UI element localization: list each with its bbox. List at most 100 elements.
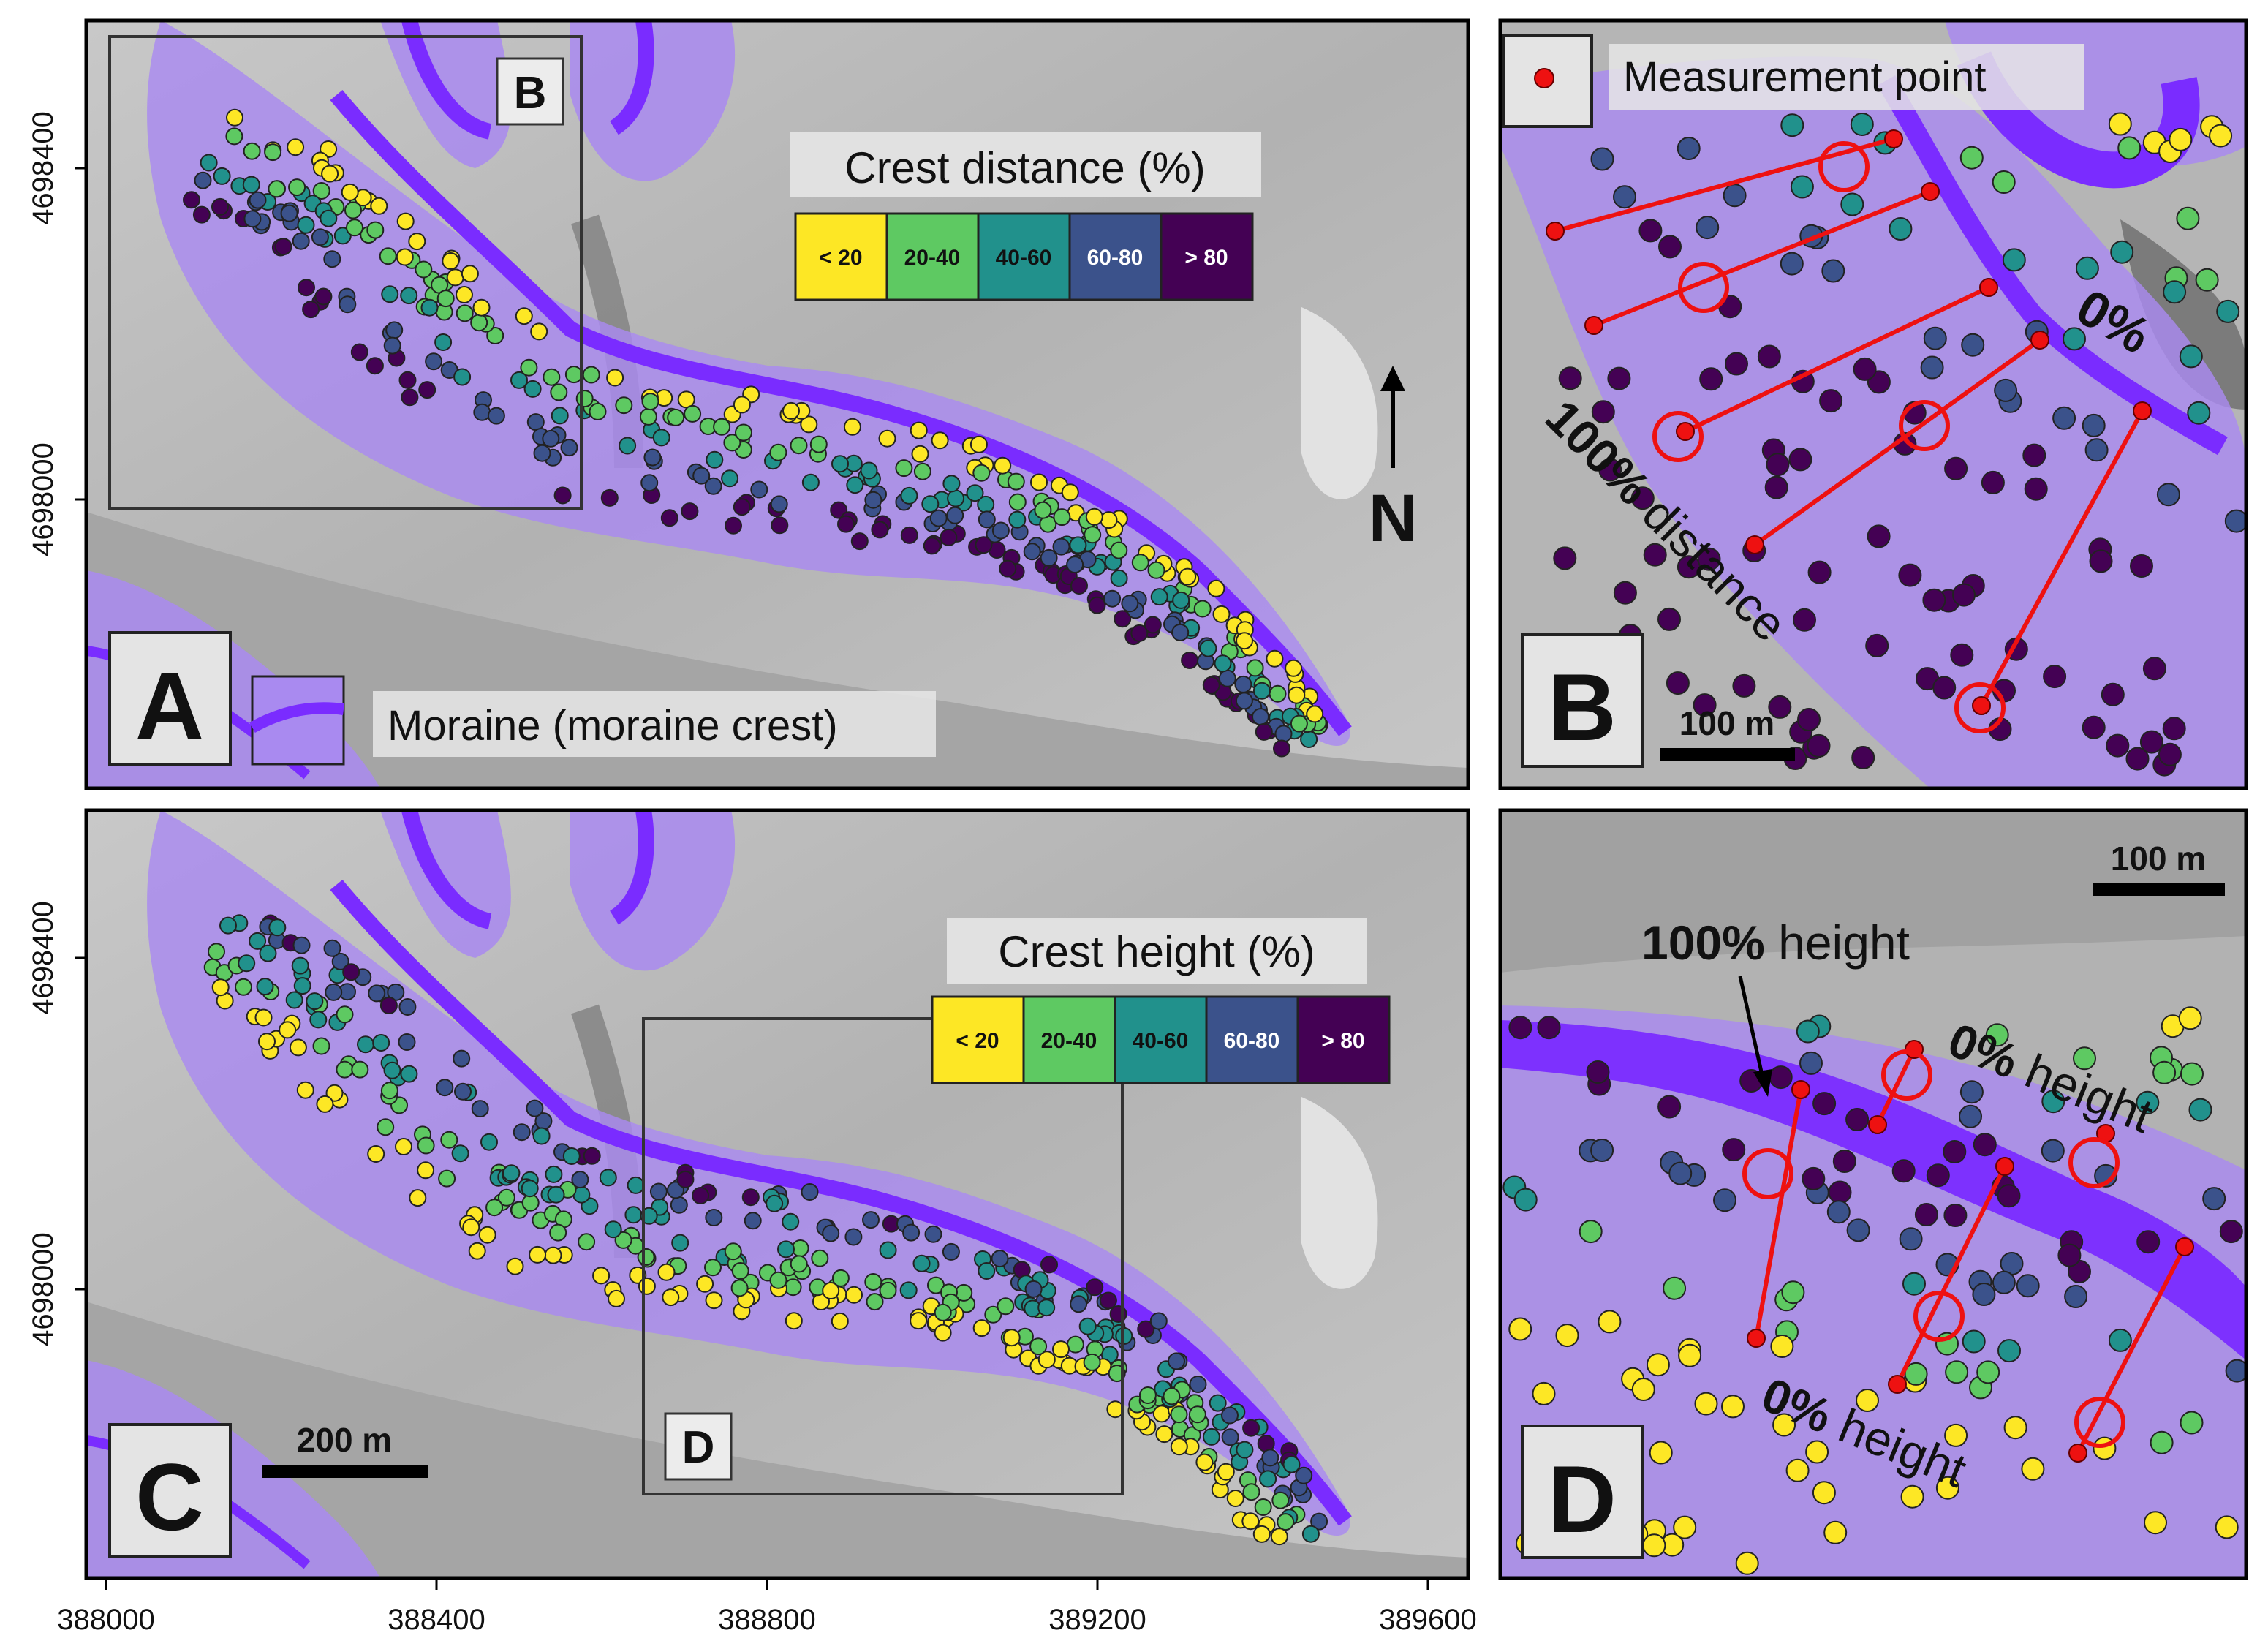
- measurement-dot: [225, 127, 243, 146]
- measurement-dot: [2225, 1359, 2246, 1383]
- measurement-dot: [770, 495, 788, 513]
- measurement-dot: [1241, 1512, 1260, 1531]
- measurement-dot: [1171, 623, 1190, 641]
- measurement-dot: [2101, 682, 2125, 706]
- measurement-dot: [1713, 1188, 1736, 1212]
- measurement-dot: [1053, 508, 1071, 527]
- measurement-dot: [1976, 1360, 2000, 1384]
- measurement-dot: [256, 978, 274, 996]
- measurement-dot: [1943, 1140, 1967, 1163]
- measurement-dot: [242, 176, 260, 194]
- measurement-dot: [662, 1288, 680, 1307]
- measurement-dot: [1657, 1095, 1682, 1119]
- measurement-dot: [657, 1263, 676, 1281]
- north-arrow-icon: [1380, 366, 1405, 468]
- measurement-dot: [1823, 1520, 1848, 1544]
- measurement-dot: [2075, 256, 2099, 280]
- measurement-dot: [381, 285, 399, 303]
- measurement-dot: [704, 1259, 722, 1277]
- measurement-dot: [1207, 579, 1225, 597]
- legend-crest-distance: Crest distance (%) < 20 20-40 40-60 60-8…: [790, 132, 1261, 301]
- measurement-dot: [2043, 665, 2067, 689]
- measurement-dot: [372, 1034, 390, 1052]
- measurement-dot: [1735, 1551, 1759, 1575]
- measurement-dot: [1935, 1476, 1959, 1500]
- measurement-dot: [831, 1312, 849, 1330]
- measurement-dot: [900, 526, 918, 544]
- measurement-dot: [547, 1185, 565, 1204]
- measurement-dot: [370, 197, 388, 215]
- measurement-dot: [1865, 633, 1889, 657]
- measurement-dot: [451, 1144, 469, 1163]
- measurement-dot: [461, 265, 479, 283]
- measurement-dot: [1189, 1376, 1207, 1393]
- measurement-dot: [1772, 1413, 1796, 1437]
- measurement-dot: [846, 476, 864, 494]
- measurement-dot: [529, 1245, 547, 1264]
- panel-b-frame: [1498, 18, 2248, 790]
- measurement-dot: [811, 1249, 829, 1267]
- measurement-dot: [1214, 654, 1232, 673]
- measurement-dot: [2176, 206, 2200, 230]
- measurement-dot: [1508, 1317, 1532, 1341]
- measurement-dot: [923, 537, 941, 555]
- measurement-dot: [1290, 714, 1308, 733]
- measurement-dot: [713, 418, 731, 436]
- measurement-dot: [2136, 1090, 2160, 1114]
- measurement-dot: [1591, 400, 1615, 424]
- measurement-dot: [1697, 547, 1721, 571]
- measurement-dot: [1152, 1405, 1171, 1423]
- measurement-dot: [367, 1145, 385, 1163]
- arrow-icon: [1738, 976, 1772, 1097]
- measurement-dot: [969, 435, 988, 453]
- measurement-dot: [1242, 1419, 1260, 1437]
- measurement-dot: [1598, 458, 1622, 482]
- measurement-dot: [2169, 127, 2193, 151]
- measurement-dot: [515, 307, 533, 325]
- measurement-dot: [1850, 113, 1874, 136]
- measurement-dot: [1832, 1150, 1856, 1173]
- measurement-dot: [1218, 669, 1236, 687]
- measurement-dot: [2073, 1046, 2096, 1071]
- measurement-dot: [1590, 147, 1614, 171]
- measurement-dot: [379, 247, 397, 265]
- measurement-dot: [339, 295, 357, 314]
- measurement-dot: [899, 1281, 918, 1299]
- measurement-dot: [521, 1180, 539, 1198]
- measurement-dot: [1821, 259, 1845, 283]
- measurement-dot: [453, 368, 472, 386]
- measurement-dot: [991, 1250, 1009, 1268]
- measurement-dot: [1100, 511, 1118, 529]
- measurement-dot: [1188, 1405, 1206, 1424]
- legend-c-bin-4: [1205, 995, 1299, 1084]
- measurement-dot: [1607, 366, 1631, 390]
- relief-highlight-c: [1301, 1097, 1378, 1289]
- measurement-dot: [1144, 616, 1162, 634]
- measurement-dot: [486, 327, 504, 344]
- legend-bin-1: [794, 212, 888, 301]
- measurement-dot: [1805, 1440, 1829, 1464]
- measurement-dot: [946, 506, 964, 524]
- measurement-dot: [2041, 1090, 2065, 1114]
- measurement-dot: [831, 455, 849, 473]
- highlight-rings-b: [1652, 141, 2006, 733]
- measurement-dot: [624, 1206, 643, 1224]
- measurement-dot: [1922, 588, 1946, 612]
- measurement-dot: [420, 298, 439, 317]
- label-hundred-height-bold: 100%: [1641, 916, 1765, 970]
- crest-b-ne: [1957, 50, 2200, 189]
- measurement-dot: [1040, 1256, 1058, 1274]
- measurement-dot: [1853, 357, 1877, 381]
- measurement-dot: [1926, 1163, 1950, 1188]
- measurement-dot: [1306, 705, 1324, 723]
- measurement-dot: [2139, 730, 2163, 754]
- measurement-dot: [1193, 600, 1212, 618]
- legend-bin-2-label: 20-40: [904, 246, 961, 270]
- measurement-dot: [592, 1267, 611, 1285]
- measurement-dot: [312, 1037, 330, 1055]
- measurement-dot: [1846, 1218, 1870, 1242]
- measurement-dot: [769, 443, 787, 461]
- measurement-dot: [456, 286, 473, 303]
- measurement-dot: [1959, 1104, 1982, 1128]
- moraine-b-main: [1500, 56, 2246, 788]
